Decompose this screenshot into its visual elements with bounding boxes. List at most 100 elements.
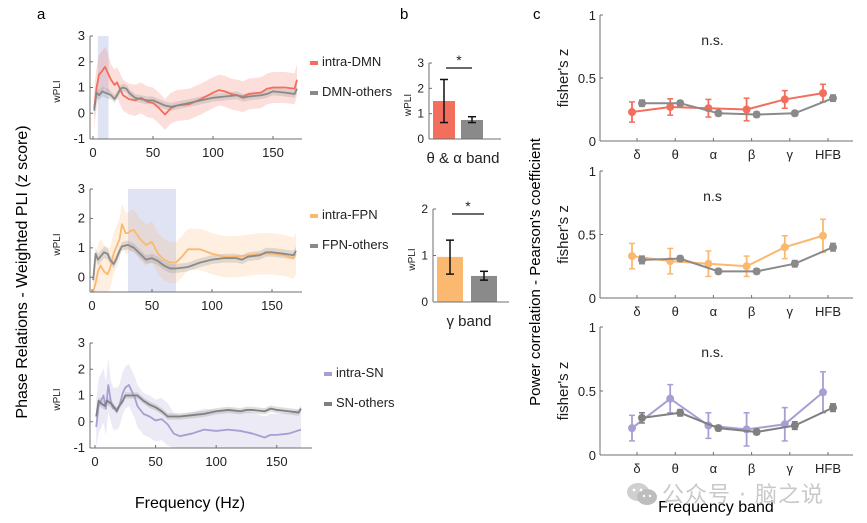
y-tick-label: 1	[589, 320, 596, 335]
x-tick-label: 150	[266, 454, 288, 469]
data-point	[780, 243, 789, 252]
data-point	[714, 109, 723, 118]
x-tick-label: 50	[146, 145, 160, 160]
x-tick-label: θ	[672, 461, 679, 476]
panel-c-ylabel: Power correlation - Pearson's coefficien…	[527, 137, 544, 406]
x-tick-label: 100	[202, 145, 224, 160]
y-axis-label: wPLI	[407, 248, 418, 271]
y-tick-label: 0	[589, 448, 596, 463]
panel-label-b: b	[400, 6, 408, 23]
x-tick-label: θ	[672, 304, 679, 319]
data-point	[628, 252, 636, 261]
legend-swatch	[310, 244, 318, 248]
data-point	[752, 427, 761, 436]
legend-swatch	[310, 91, 318, 95]
series-line-DMN-others	[642, 97, 834, 116]
data-point	[676, 254, 685, 263]
legend-swatch	[310, 214, 318, 218]
data-point	[790, 421, 799, 430]
series-line-intra-SN	[95, 384, 302, 439]
y-tick-label: -1	[73, 440, 85, 455]
ci-band-DMN-others	[94, 83, 297, 116]
ci-band-FPN-others	[93, 240, 296, 286]
data-point	[752, 110, 761, 119]
y-tick-label: 0.5	[578, 71, 596, 86]
data-point	[628, 108, 636, 117]
data-point	[666, 102, 675, 111]
data-point	[704, 259, 713, 268]
y-tick-label: 1	[78, 80, 85, 95]
ci-band-intra-SN	[96, 357, 301, 448]
x-tick-label: 50	[145, 298, 159, 313]
y-tick-label: 2	[78, 361, 85, 376]
significance-star: *	[456, 52, 462, 68]
y-tick-label: 1	[421, 249, 428, 263]
significance-annotation: n.s.	[701, 344, 724, 360]
data-point	[819, 231, 827, 240]
y-tick-label: 0	[589, 134, 596, 149]
y-axis-label: fisher's z	[555, 205, 572, 264]
x-tick-label: β	[748, 147, 755, 162]
highlight-band	[128, 189, 176, 292]
x-tick-label: δ	[633, 461, 640, 476]
panel-a-ylabel: Phase Relations - Weighted PLI (z score)	[14, 125, 31, 418]
significance-annotation: n.s.	[701, 32, 724, 48]
x-tick-label: HFB	[815, 461, 841, 476]
legend-swatch	[310, 61, 318, 65]
watermark-text: 公众号 · 脑之说	[662, 483, 824, 508]
x-tick-label: 0	[88, 298, 95, 313]
y-tick-label: 1	[417, 107, 424, 121]
y-tick-label: 0	[589, 291, 596, 306]
y-tick-label: 0	[421, 295, 428, 309]
y-tick-label: 0	[78, 269, 85, 284]
ci-band-intra-DMN	[94, 46, 297, 130]
y-tick-label: 1	[78, 240, 85, 255]
y-axis-label: wPLI	[52, 388, 63, 411]
x-tick-label: β	[748, 304, 755, 319]
chart-a3: intra-SN SN-others -1 0 1 2 3 0 50 100 150 wPLI	[52, 335, 395, 469]
panel-label-c: c	[533, 6, 541, 23]
data-point	[752, 267, 761, 276]
series-line-SN-others	[95, 394, 302, 418]
x-tick-label: α	[710, 147, 718, 162]
x-tick-label: HFB	[815, 304, 841, 319]
data-point	[638, 413, 646, 422]
panel-label-a: a	[37, 6, 46, 23]
x-tick-label: γ	[787, 304, 794, 319]
x-tick-label: 100	[201, 298, 223, 313]
data-point	[829, 243, 837, 252]
series-line-SN-others	[641, 406, 834, 433]
bar-DMN-others	[461, 120, 483, 139]
x-tick-label: HFB	[815, 147, 841, 162]
ci-band-intra-FPN	[93, 203, 296, 292]
y-tick-label: 2	[417, 81, 424, 95]
data-point	[780, 95, 789, 104]
x-tick-label: 150	[261, 298, 283, 313]
x-tick-label: 0	[89, 145, 96, 160]
series-line-intra-SN	[631, 391, 824, 431]
series-line-DMN-others	[93, 86, 298, 111]
legend-label: DMN-others	[322, 84, 393, 99]
legend-label: intra-FPN	[322, 207, 378, 222]
y-axis-label: fisher's z	[555, 49, 572, 108]
x-tick-label: δ	[633, 147, 640, 162]
y-tick-label: 3	[78, 335, 85, 350]
series-line-FPN-others	[641, 246, 834, 273]
x-tick-label: 100	[205, 454, 227, 469]
data-point	[742, 105, 751, 114]
y-tick-label: 1	[589, 164, 596, 179]
y-tick-label: 0.5	[578, 384, 596, 399]
significance-star: *	[465, 198, 471, 214]
y-axis-label: fisher's z	[555, 362, 572, 421]
y-tick-label: 2	[78, 54, 85, 69]
x-tick-label: γ	[787, 147, 794, 162]
panel-c-xlabel: Frequency band	[658, 499, 774, 516]
legend-label: intra-DMN	[322, 54, 381, 69]
series-line-intra-DMN	[631, 92, 824, 114]
series-line-FPN-others	[92, 244, 297, 281]
series-line-intra-DMN	[93, 66, 298, 116]
x-tick-label: 150	[262, 145, 284, 160]
y-tick-label: 0	[78, 105, 85, 120]
chart-a2: intra-FPN FPN-others 0 1 2 3 0 50 100 150 wPLI	[52, 181, 389, 313]
